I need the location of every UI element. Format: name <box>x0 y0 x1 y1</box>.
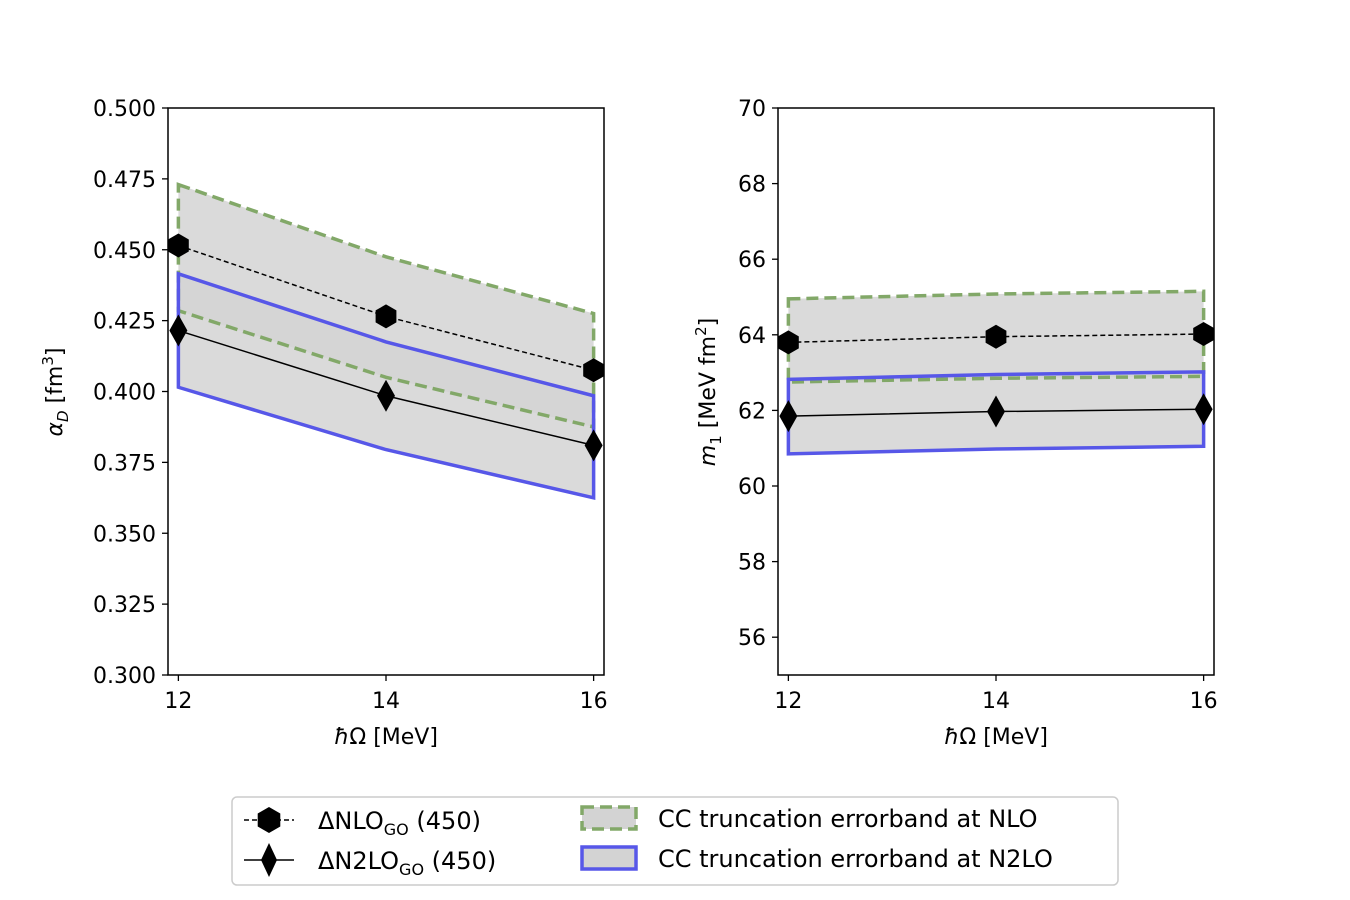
x-label-unit: [MeV] <box>373 725 438 750</box>
svg-text:m1 [MeV fm2]: m1 [MeV fm2] <box>692 318 725 466</box>
y-axis-label-left: αD [fm3] <box>39 348 72 437</box>
band-swatch-nlo <box>580 805 638 831</box>
svg-text:ħΩ [MeV]: ħΩ [MeV] <box>944 725 1048 750</box>
legend-entry-band-n2lo: CC truncation errorband at N2LO <box>580 845 1053 873</box>
y-tick-label: 0.425 <box>93 310 156 335</box>
y-tick-label: 62 <box>738 399 766 424</box>
x-tick-label: 14 <box>372 689 400 714</box>
data-point-nlo <box>1193 322 1214 346</box>
y-label-sup: 2 <box>692 326 710 336</box>
legend-label-band-nlo: CC truncation errorband at NLO <box>658 805 1038 833</box>
plot-m1: 56 58 60 62 64 66 68 70 12 14 16 <box>738 97 1218 714</box>
x-tick-label: 16 <box>580 689 608 714</box>
y-label-unit: [MeV fm <box>696 336 721 428</box>
svg-text:ΔNLOGO (450): ΔNLOGO (450) <box>318 807 481 839</box>
data-point-nlo <box>778 330 799 355</box>
data-point-n2lo <box>779 400 798 433</box>
x-label-unit: [MeV] <box>983 725 1048 750</box>
y-tick-label: 0.475 <box>93 168 156 193</box>
y-tick-label: 0.350 <box>93 522 156 547</box>
data-point-n2lo <box>1194 393 1213 426</box>
svg-text:αD [fm3]: αD [fm3] <box>39 348 72 437</box>
y-tick-label: 0.400 <box>93 381 156 406</box>
data-point-n2lo <box>169 314 188 347</box>
y-tick-label: 0.500 <box>93 97 156 122</box>
band-n2lo-edge <box>176 271 596 501</box>
y-label-unit: [fm <box>43 366 68 404</box>
y-tick-label: 68 <box>738 173 766 198</box>
data-point-n2lo <box>584 429 603 462</box>
band-n2lo-edge <box>786 370 1206 456</box>
band-swatch-n2lo <box>580 845 638 871</box>
plot-alpha-d: 0.300 0.325 0.350 0.375 0.400 0.425 0.450 0.475… <box>93 97 608 714</box>
legend-sub-n2lo: GO <box>399 860 424 879</box>
legend-entry-band-nlo: CC truncation errorband at NLO <box>580 805 1038 833</box>
legend-label-n2lo: ΔN2LO <box>318 847 399 875</box>
y-axis-label-right: m1 [MeV fm2] <box>692 318 725 466</box>
y-tick-label: 66 <box>738 248 766 273</box>
band-nlo-edge <box>786 289 1206 384</box>
svg-text:ħΩ [MeV]: ħΩ [MeV] <box>334 725 438 750</box>
y-tick-label: 60 <box>738 475 766 500</box>
y-tick-label: 58 <box>738 551 766 576</box>
legend-suffix-n2lo: (450) <box>424 847 496 875</box>
legend-suffix-nlo: (450) <box>409 807 481 835</box>
series-line-nlo <box>788 333 1204 344</box>
x-tick-label: 12 <box>164 689 192 714</box>
hexagon-marker-icon <box>257 807 281 833</box>
y-tick-label: 0.300 <box>93 664 156 689</box>
legend-sub-nlo: GO <box>384 820 409 839</box>
y-tick-label: 0.325 <box>93 593 156 618</box>
svg-text:ΔN2LOGO (450): ΔN2LOGO (450) <box>318 847 496 879</box>
y-tick-label: 0.450 <box>93 239 156 264</box>
y-tick-label: 56 <box>738 626 766 651</box>
y-tick-label: 0.375 <box>93 451 156 476</box>
data-point-nlo <box>375 304 397 329</box>
x-tick-label: 16 <box>1190 689 1218 714</box>
legend-entry-n2lo: ΔN2LOGO (450) <box>244 843 496 879</box>
x-tick-label: 14 <box>982 689 1010 714</box>
x-tick-label: 12 <box>774 689 802 714</box>
legend-frame <box>231 796 1119 886</box>
y-tick-label: 64 <box>738 324 766 349</box>
y-label-close: ] <box>696 318 721 327</box>
data-point-n2lo <box>377 379 395 412</box>
legend-label-band-n2lo: CC truncation errorband at N2LO <box>658 845 1053 873</box>
data-point-nlo <box>583 358 604 383</box>
x-axis-label-right: ħΩ [MeV] <box>944 725 1048 750</box>
legend-label-nlo: ΔNLO <box>318 807 384 835</box>
y-tick-label: 70 <box>738 97 766 122</box>
data-point-n2lo <box>987 395 1005 428</box>
diamond-marker-icon <box>261 843 277 877</box>
legend: ΔNLOGO (450) ΔN2LOGO (450) CC truncation… <box>231 796 1119 886</box>
data-point-nlo <box>168 233 189 258</box>
x-axis-label-left: ħΩ [MeV] <box>334 725 438 750</box>
y-label-sup: 3 <box>39 356 57 366</box>
legend-entry-nlo: ΔNLOGO (450) <box>244 807 481 839</box>
y-label-close: ] <box>43 348 68 357</box>
data-point-nlo <box>985 324 1007 349</box>
